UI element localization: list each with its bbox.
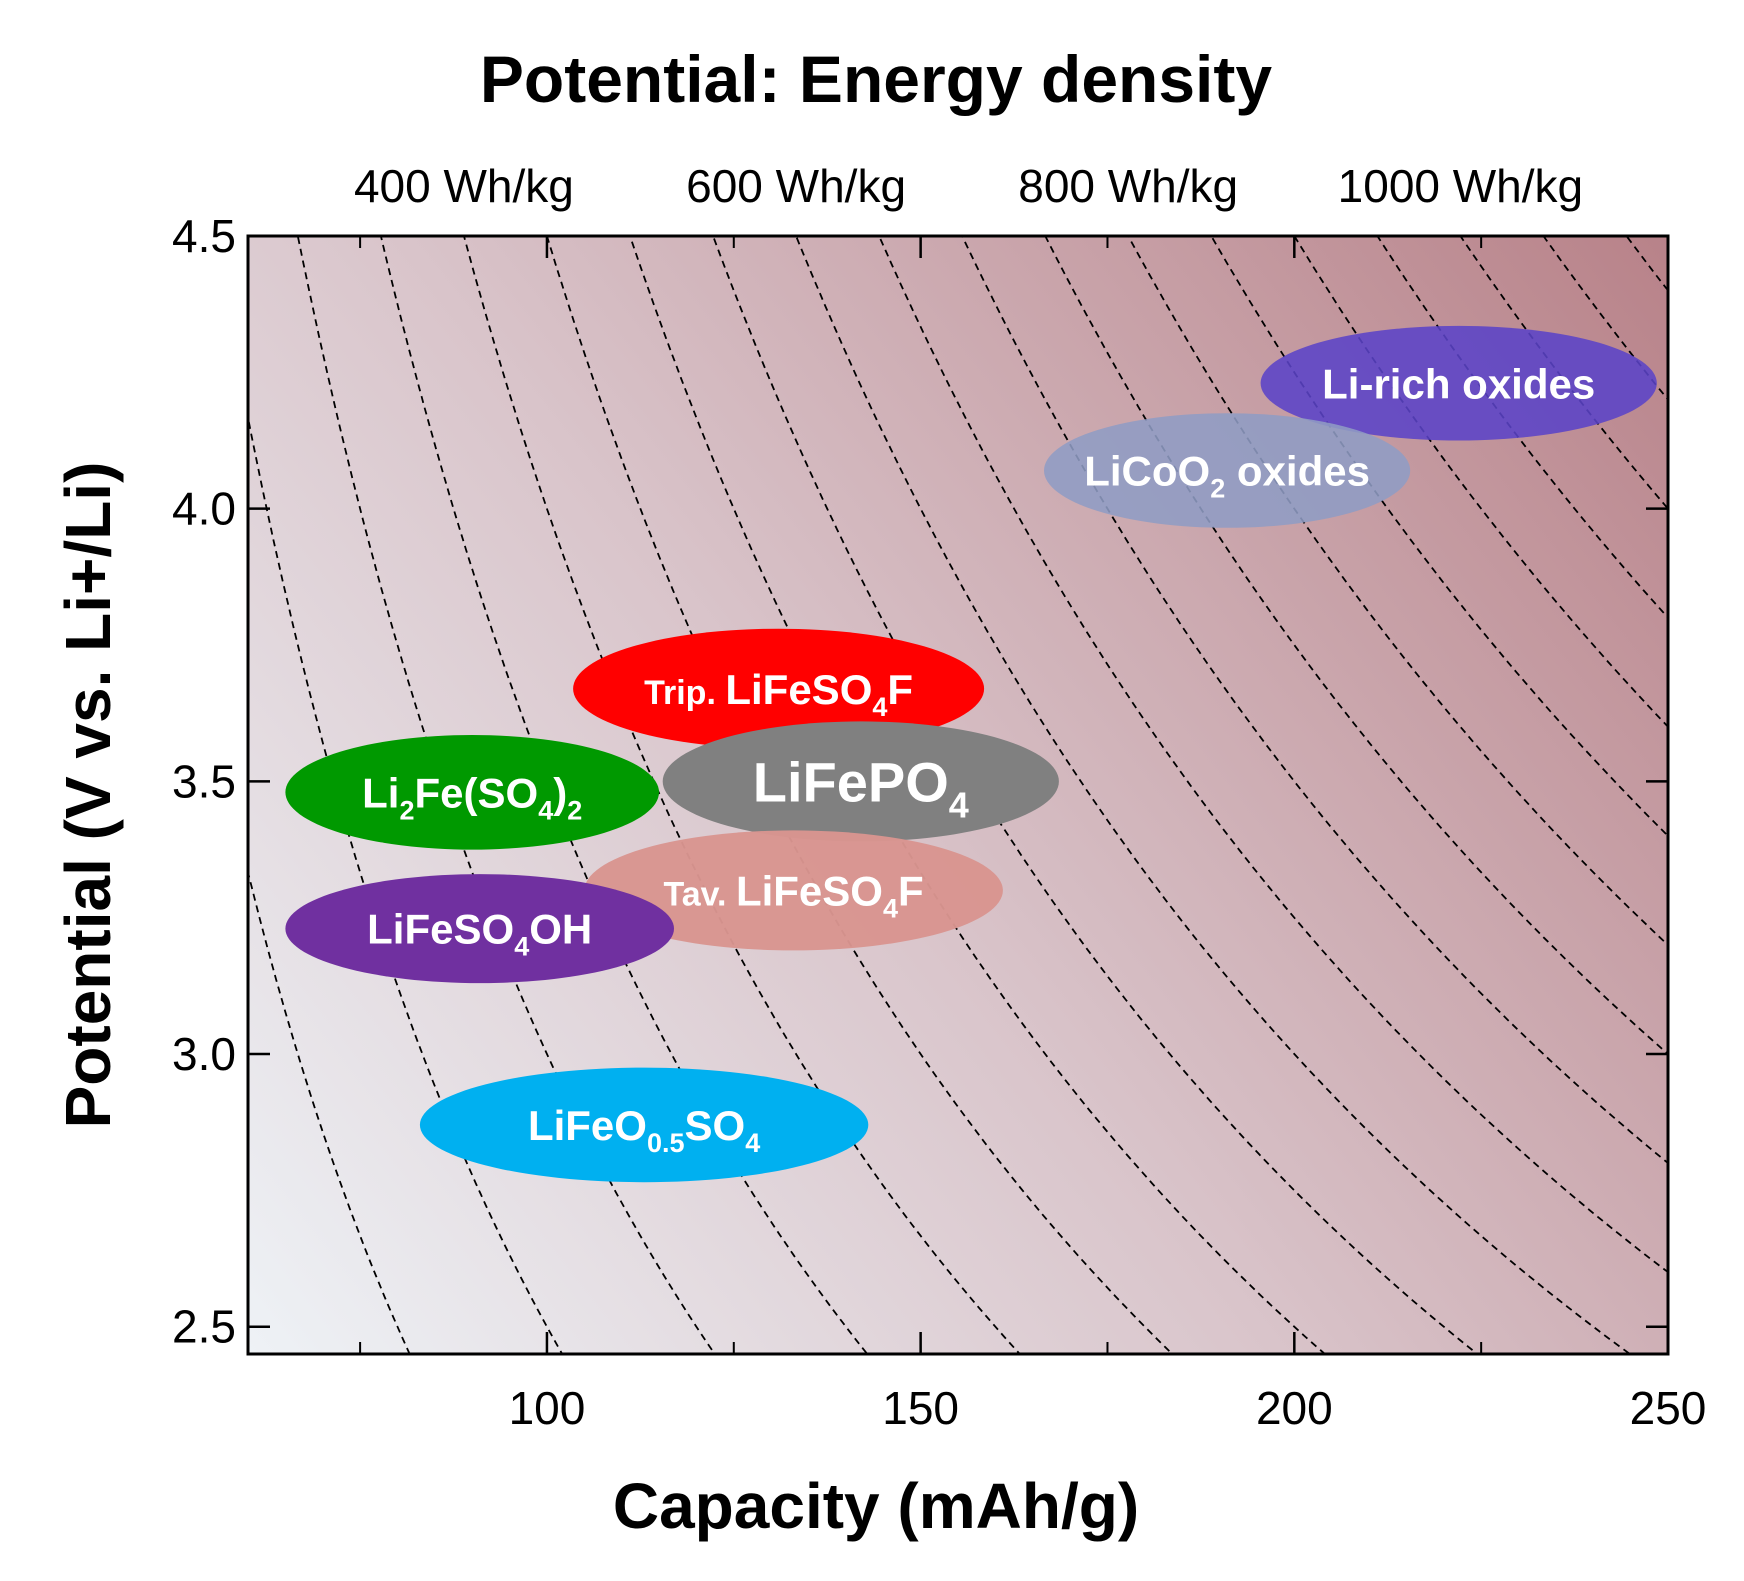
region-ellipse-li2fe_so4_2: [285, 735, 659, 850]
plot-frame: [246, 234, 1670, 1356]
energy-contour-250: [248, 413, 564, 1354]
energy-label-800: 800 Wh/kg: [1018, 160, 1238, 212]
energy-contour-1150: [1668, 182, 1744, 1409]
region-ellipse-licoo2: [1044, 413, 1411, 528]
energy-label-400: 400 Wh/kg: [354, 160, 574, 212]
region-label-trip_lifeso4f: Trip. LiFeSO4F: [644, 666, 913, 722]
material-regions: Li-rich oxides LiCoO2 oxides Trip. LiFeSO4…: [285, 325, 1657, 1183]
region-label-licoo2: LiCoO2 oxides: [1084, 448, 1370, 504]
x-tick-label-150: 150: [882, 1382, 959, 1434]
region-lifepo4: LiFePO4: [662, 721, 1059, 842]
x-tick-label-250: 250: [1630, 1382, 1707, 1434]
energy-contour-650: [878, 236, 1668, 1274]
energy-contour-200: [248, 868, 411, 1354]
x-tick-label-200: 200: [1256, 1382, 1333, 1434]
axis-ticks: 100 150 200 250 2.5 3.0 3.5 4.0 4.5: [172, 210, 1706, 1434]
x-tick-label-100: 100: [509, 1382, 586, 1434]
region-label-tav_lifeso4f: Tav. LiFeSO4F: [664, 868, 924, 924]
energy-contour-800: [1127, 236, 1668, 947]
region-label-lifeso4oh: LiFeSO4OH: [367, 906, 592, 962]
y-tick-label-2.5: 2.5: [172, 1301, 236, 1353]
region-tav_lifeso4f: Tav. LiFeSO4F: [584, 830, 1003, 951]
region-label-lifepo4: LiFePO4: [753, 751, 969, 826]
energy-label-1000: 1000 Wh/kg: [1338, 160, 1583, 212]
energy-contour-750: [1044, 236, 1668, 1056]
region-ellipse-lifeo05so4: [419, 1067, 869, 1183]
region-ellipse-trip_lifeso4f: [573, 628, 985, 749]
y-axis-title: Potential (V vs. Li+/Li): [52, 462, 124, 1129]
chart-title: Potential: Energy density: [480, 42, 1272, 116]
y-tick-label-3.5: 3.5: [172, 755, 236, 807]
energy-contour-400: [463, 236, 1022, 1354]
region-ellipse-tav_lifeso4f: [584, 830, 1003, 951]
region-lifeo05so4: LiFeO0.5SO4: [419, 1067, 869, 1183]
region-label-lifeo05so4: LiFeO0.5SO4: [528, 1102, 760, 1158]
region-ellipse-li_rich: [1260, 325, 1657, 441]
energy-contour-600: [795, 236, 1632, 1354]
energy-density-labels: 400 Wh/kg 600 Wh/kg 800 Wh/kg 1000 Wh/kg: [354, 160, 1583, 212]
region-ellipse-lifeso4oh: [285, 874, 674, 984]
region-trip_lifeso4f: Trip. LiFeSO4F: [573, 628, 985, 749]
region-li_rich: Li-rich oxides: [1260, 325, 1657, 441]
region-ellipse-lifepo4: [662, 721, 1059, 842]
energy-contour-700: [961, 236, 1668, 1165]
y-tick-label-4: 4.0: [172, 483, 236, 535]
region-lifeso4oh: LiFeSO4OH: [285, 874, 674, 984]
region-label-li_rich: Li-rich oxides: [1322, 360, 1595, 407]
y-tick-label-3: 3.0: [172, 1028, 236, 1080]
energy-label-600: 600 Wh/kg: [686, 160, 906, 212]
region-licoo2: LiCoO2 oxides: [1044, 413, 1411, 528]
region-label-li2fe_so4_2: Li2Fe(SO4)2: [362, 769, 582, 825]
region-li2fe_so4_2: Li2Fe(SO4)2: [285, 735, 659, 850]
x-axis-title: Capacity (mAh/g): [613, 1470, 1139, 1542]
y-tick-label-4.5: 4.5: [172, 210, 236, 262]
